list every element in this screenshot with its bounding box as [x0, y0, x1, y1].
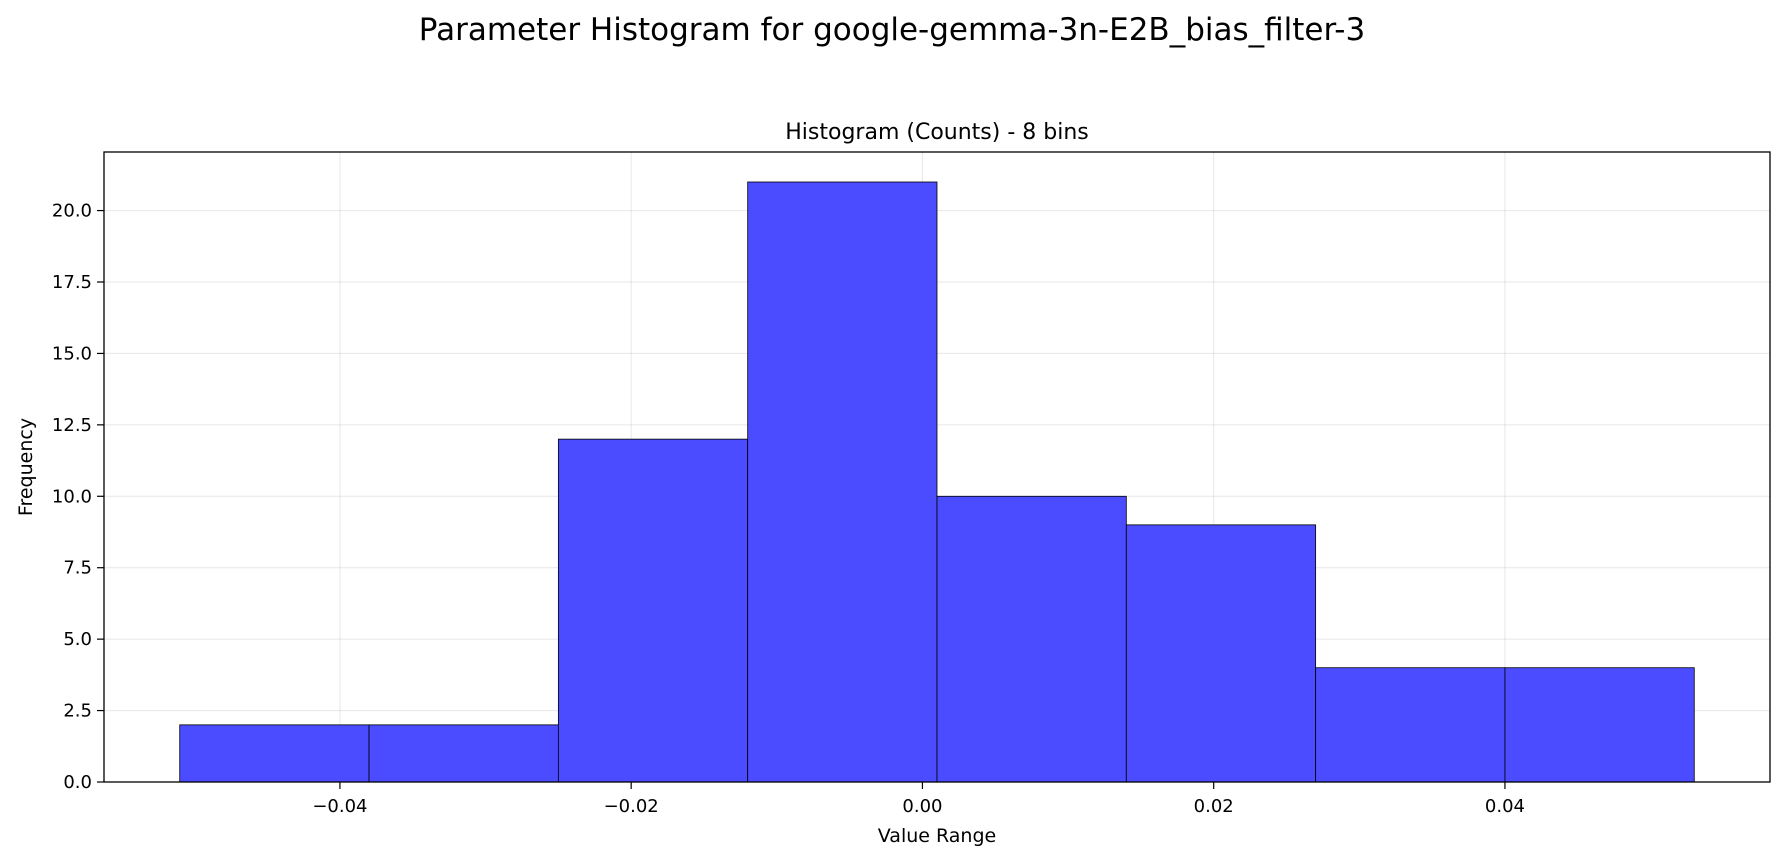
y-axis-ticks: 0.0 2.5 5.0 7.5 10.0 12.5 15.0 17.5 20.0: [52, 201, 104, 793]
y-tick-label: 2.5: [63, 701, 92, 722]
y-tick-label: 15.0: [52, 343, 92, 364]
histogram-bar: [179, 724, 370, 783]
y-tick-label: 7.5: [63, 558, 92, 579]
x-tick-label: 0.00: [902, 796, 942, 817]
x-tick-label: 0.04: [1485, 796, 1525, 817]
histogram-bar: [747, 181, 938, 783]
y-tick-label: 0.0: [63, 772, 92, 793]
histogram-bar: [1504, 667, 1695, 783]
x-tick-label: −0.04: [312, 796, 367, 817]
x-axis-ticks: −0.04 −0.02 0.00 0.02 0.04: [312, 782, 1525, 817]
x-tick-label: 0.02: [1194, 796, 1234, 817]
y-tick-label: 5.0: [63, 629, 92, 650]
y-tick-label: 10.0: [52, 486, 92, 507]
histogram-bar: [1315, 667, 1506, 783]
bars: [179, 181, 1695, 783]
y-tick-label: 12.5: [52, 415, 92, 436]
y-tick-label: 20.0: [52, 201, 92, 222]
chart-title: Parameter Histogram for google-gemma-3n-…: [419, 12, 1365, 48]
y-tick-label: 17.5: [52, 272, 92, 293]
x-tick-label: −0.02: [604, 796, 659, 817]
histogram-bar: [557, 438, 749, 783]
plot-frame: [103, 151, 1771, 783]
histogram-bar: [936, 495, 1127, 783]
histogram-bar: [368, 724, 559, 783]
chart-subtitle: Histogram (Counts) - 8 bins: [785, 120, 1088, 145]
x-axis-label: Value Range: [878, 825, 996, 847]
histogram-bar: [1125, 524, 1317, 783]
y-axis-label: Frequency: [15, 418, 37, 516]
